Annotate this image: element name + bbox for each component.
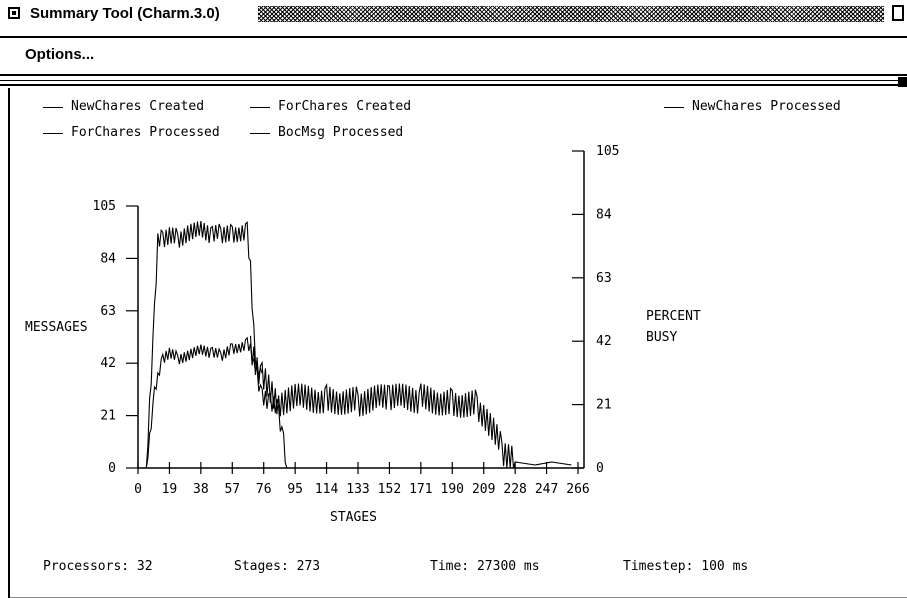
chart-canvas: 105 84 63 42 21 0 105 84 63 42 21 0 0 19 38 57 76 95 114 13… <box>93 144 620 497</box>
y-right-tick-label: 84 <box>596 207 612 222</box>
x-tick-label: 266 <box>566 482 589 497</box>
y-axis-right-label-1: PERCENT <box>646 309 701 324</box>
x-tick-label: 228 <box>503 482 526 497</box>
y-right-tick-label: 0 <box>596 461 604 476</box>
legend-label: ForChares Created <box>278 99 412 114</box>
y-left-tick-label: 0 <box>108 461 116 476</box>
x-tick-label: 95 <box>287 482 303 497</box>
y-right-tick-label: 21 <box>596 398 612 413</box>
splitter-handle-icon[interactable] <box>898 77 907 87</box>
x-tick-label: 38 <box>193 482 209 497</box>
title-bar: Summary Tool (Charm.3.0) <box>0 0 907 30</box>
legend-item-forchares-processed: ForChares Processed <box>43 125 220 141</box>
x-tick-label: 114 <box>315 482 339 497</box>
x-tick-label: 209 <box>472 482 495 497</box>
window-title: Summary Tool (Charm.3.0) <box>30 5 220 22</box>
x-tick-label: 19 <box>162 482 178 497</box>
stat-time: Time: 27300 ms <box>430 559 540 574</box>
legend-label: ForChares Processed <box>71 125 220 140</box>
legend-label: NewChares Created <box>71 99 205 114</box>
summary-panel: NewChares Created ForChares Created NewC… <box>8 88 907 598</box>
legend-item-newchares-created: NewChares Created <box>43 99 204 115</box>
x-tick-label: 152 <box>378 482 401 497</box>
y-right-tick-label: 105 <box>596 144 619 159</box>
legend-item-newchares-processed: NewChares Processed <box>664 99 841 115</box>
options-menu-button[interactable]: Options... <box>25 46 95 63</box>
x-tick-label: 190 <box>441 482 464 497</box>
y-left-tick-label: 105 <box>93 199 116 214</box>
y-left-tick-label: 21 <box>100 409 116 424</box>
x-tick-label: 57 <box>224 482 240 497</box>
y-axis-right-label-2: BUSY <box>646 330 678 345</box>
x-tick-label: 76 <box>256 482 272 497</box>
series-line-forchares-created <box>145 336 263 469</box>
x-tick-label: 247 <box>535 482 558 497</box>
y-axis-left-label: MESSAGES <box>25 320 88 335</box>
series-line-newchares-created <box>145 221 288 469</box>
stat-stages: Stages: 273 <box>234 559 321 574</box>
window-menu-icon[interactable] <box>8 7 20 19</box>
legend-label: BocMsg Processed <box>278 125 404 140</box>
stat-timestep: Timestep: 100 ms <box>623 559 749 574</box>
legend-item-forchares-created: ForChares Created <box>250 99 411 115</box>
x-tick-label: 0 <box>134 482 142 497</box>
y-right-tick-label: 63 <box>596 271 612 286</box>
x-tick-label: 133 <box>346 482 369 497</box>
y-left-tick-label: 84 <box>100 251 116 266</box>
legend-item-bocmsg-processed: BocMsg Processed <box>250 125 403 141</box>
window-resize-icon[interactable] <box>892 5 904 21</box>
legend-label: NewChares Processed <box>692 99 841 114</box>
title-bar-drag-area[interactable] <box>258 6 884 22</box>
y-left-tick-label: 63 <box>100 304 116 319</box>
pane-splitter[interactable] <box>0 77 907 87</box>
x-axis-label: STAGES <box>330 510 377 525</box>
menu-bar: Options... <box>0 36 907 76</box>
y-left-tick-label: 42 <box>100 356 116 371</box>
stat-processors: Processors: 32 <box>43 559 153 574</box>
series-line-bocmsg-processed <box>249 335 572 469</box>
y-right-tick-label: 42 <box>596 334 612 349</box>
x-tick-label: 171 <box>409 482 432 497</box>
